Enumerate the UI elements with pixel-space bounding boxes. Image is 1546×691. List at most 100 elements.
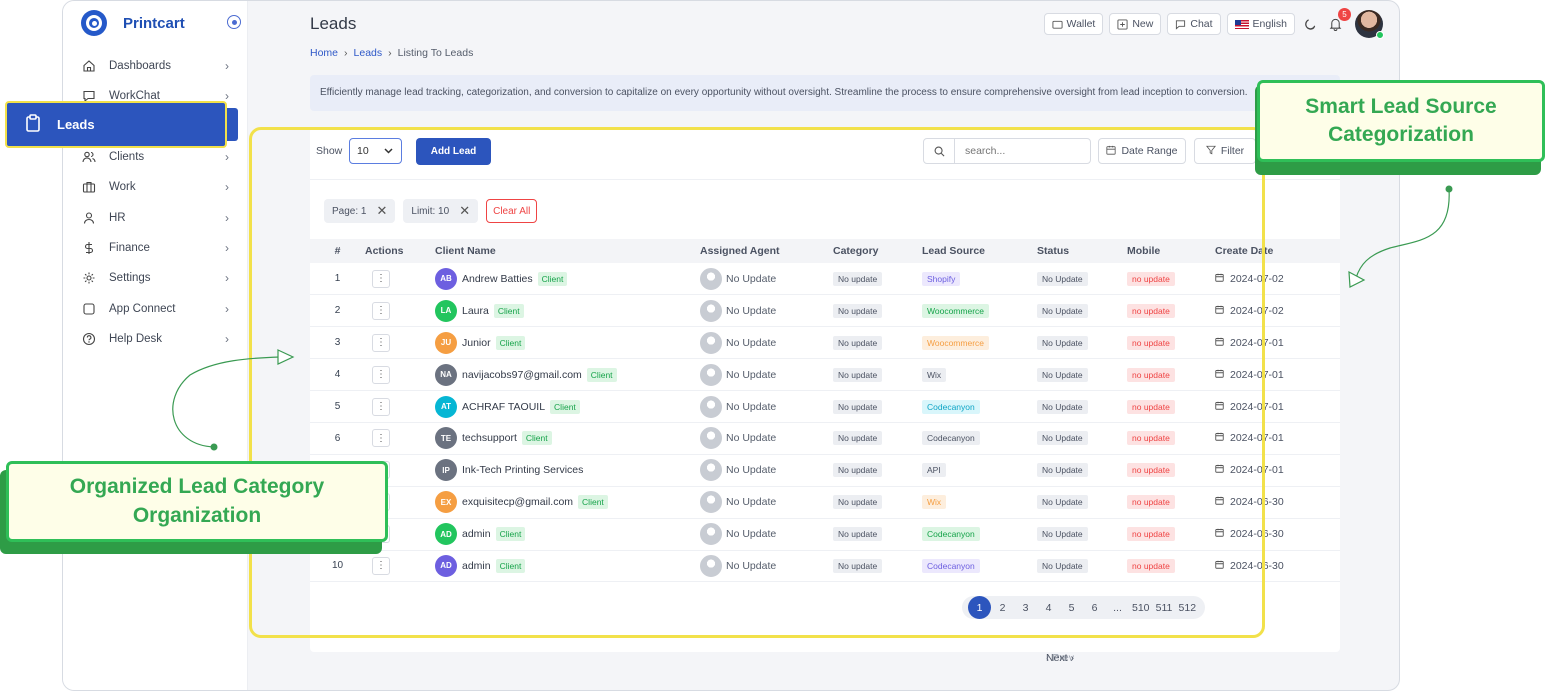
lead-source-badge: Codecanyon (922, 399, 980, 414)
wallet-label: Wallet (1066, 18, 1096, 30)
client-name[interactable]: Ink-Tech Printing Services (462, 464, 584, 477)
notification-bell-icon[interactable]: 5 (1325, 8, 1351, 34)
row-actions-kebab-icon[interactable]: ⋮ (372, 397, 390, 416)
row-actions-kebab-icon[interactable]: ⋮ (372, 429, 390, 448)
client-badge: Client (550, 399, 580, 414)
row-number: 5 (334, 401, 341, 412)
pagination-next[interactable]: Next › (1045, 651, 1074, 664)
breadcrumb-home[interactable]: Home (310, 47, 339, 59)
pagination-page[interactable]: 512 (1178, 601, 1197, 614)
category-badge: No update (833, 335, 883, 350)
sidebar-item-hr[interactable]: HR › (81, 202, 241, 232)
row-actions-kebab-icon[interactable]: ⋮ (372, 556, 390, 575)
dark-mode-icon[interactable] (1301, 15, 1319, 33)
col-header-agent[interactable]: Assigned Agent (700, 245, 780, 257)
page-size-select[interactable]: 10 (349, 138, 402, 164)
limit-chip[interactable]: Limit: 10 ✕ (403, 199, 479, 223)
page-size-value: 10 (357, 145, 369, 157)
pagination-page[interactable]: 511 (1155, 601, 1173, 614)
client-name[interactable]: admin (462, 528, 491, 541)
client-name[interactable]: ACHRAF TAOUIL (462, 400, 546, 413)
sidebar-item-app-connect[interactable]: App Connect › (81, 293, 241, 323)
pagination-page[interactable]: 3 (1022, 601, 1029, 614)
limit-chip-label: Limit: 10 (411, 205, 450, 217)
row-actions-kebab-icon[interactable]: ⋮ (372, 365, 390, 384)
pagination-page[interactable]: 2 (999, 601, 1006, 614)
language-button[interactable]: English (1226, 13, 1295, 35)
mobile-badge: no update (1127, 335, 1175, 350)
date-range-button[interactable]: Date Range (1098, 138, 1186, 164)
client-badge: Client (495, 558, 526, 573)
status-badge: No Update (1037, 367, 1088, 382)
col-header-client[interactable]: Client Name (435, 245, 496, 257)
new-button[interactable]: New (1109, 13, 1162, 35)
brand-logo-icon (81, 10, 107, 36)
sidebar-item-help-desk[interactable]: Help Desk › (81, 324, 241, 354)
chevron-right-icon: › (225, 59, 229, 74)
client-name[interactable]: navijacobs97@gmail.com (462, 368, 582, 381)
client-name[interactable]: techsupport (462, 432, 517, 445)
page-chip[interactable]: Page: 1 ✕ (324, 199, 396, 223)
col-header-status[interactable]: Status (1037, 245, 1070, 257)
sidebar-item-dashboards[interactable]: Dashboards › (81, 51, 241, 81)
add-lead-button[interactable]: Add Lead (416, 138, 491, 165)
table-row[interactable]: 5 ⋮ AT ACHRAF TAOUIL Client No Update No updat… (310, 391, 1340, 423)
status-badge: No Update (1037, 495, 1088, 510)
pagination-page[interactable]: 6 (1091, 601, 1098, 614)
table-row[interactable]: 6 ⋮ TE techsupport Client No Update No update C… (310, 422, 1340, 455)
table-row[interactable]: 4 ⋮ NA navijacobs97@gmail.com Client No Updat… (310, 359, 1340, 391)
table-row[interactable]: 1 ⋮ AB Andrew Batties Client No Update No upda… (310, 263, 1340, 295)
col-header-category[interactable]: Category (833, 245, 879, 257)
breadcrumb-leads[interactable]: Leads (353, 47, 383, 59)
wallet-button[interactable]: Wallet (1043, 13, 1104, 35)
category-badge: No update (833, 431, 883, 446)
sidebar-toggle-icon[interactable] (227, 15, 241, 29)
client-name[interactable]: exquisitecp@gmail.com (462, 496, 574, 509)
pagination-page[interactable]: 5 (1068, 601, 1075, 614)
client-name[interactable]: Junior (462, 336, 491, 349)
col-header-mobile[interactable]: Mobile (1127, 245, 1161, 257)
close-icon[interactable]: ✕ (376, 203, 388, 218)
brand[interactable]: Printcart (81, 9, 241, 37)
calendar-icon (1106, 145, 1117, 158)
user-avatar[interactable] (1355, 10, 1384, 39)
lead-source-badge: Woocommerce (922, 335, 989, 350)
row-actions-kebab-icon[interactable]: ⋮ (372, 269, 390, 288)
client-initials-avatar: IP (435, 459, 457, 482)
table-row[interactable]: 10 ⋮ AD admin Client No Update No update Codeca… (310, 550, 1340, 582)
chevron-right-icon: › (225, 240, 229, 255)
client-name[interactable]: Andrew Batties (462, 272, 533, 285)
col-header-date[interactable]: Create Date (1215, 245, 1274, 257)
row-actions-kebab-icon[interactable]: ⋮ (372, 301, 390, 320)
sidebar-item-finance[interactable]: Finance › (81, 233, 241, 263)
status-badge: No Update (1037, 399, 1088, 414)
sidebar-item-clients[interactable]: Clients › (81, 142, 241, 172)
col-header-source[interactable]: Lead Source (922, 245, 986, 257)
sidebar-item-workchat[interactable]: WorkChat › (81, 81, 241, 111)
chat-button[interactable]: Chat (1167, 13, 1221, 35)
lead-source-badge: API (922, 463, 946, 478)
sidebar-item-leads-active[interactable]: Leads (5, 101, 227, 148)
row-actions-kebab-icon[interactable]: ⋮ (372, 333, 390, 352)
pagination-prev[interactable]: ‹ Prev (1045, 651, 1074, 664)
client-name[interactable]: Laura (462, 304, 489, 317)
sidebar-item-label: Dashboards (109, 60, 172, 73)
close-icon[interactable]: ✕ (459, 203, 471, 218)
pagination-ellipsis: ... (1113, 601, 1122, 614)
sidebar-item-work[interactable]: Work › (81, 172, 241, 202)
pagination-page[interactable]: 4 (1045, 601, 1052, 614)
agent-avatar-icon (700, 331, 722, 354)
client-name[interactable]: admin (462, 559, 491, 572)
table-row[interactable]: 3 ⋮ JU Junior Client No Update No update Woocom… (310, 327, 1340, 359)
search-input[interactable] (955, 139, 1085, 163)
sidebar-item-settings[interactable]: Settings › (81, 263, 241, 293)
assigned-agent: No Update (726, 368, 777, 381)
pagination-page[interactable]: 510 (1132, 601, 1150, 614)
pagination-page[interactable]: 1 (968, 596, 991, 619)
clear-all-button[interactable]: Clear All (486, 199, 538, 223)
table-row[interactable]: 2 ⋮ LA Laura Client No Update No update Woocomm… (310, 295, 1340, 327)
